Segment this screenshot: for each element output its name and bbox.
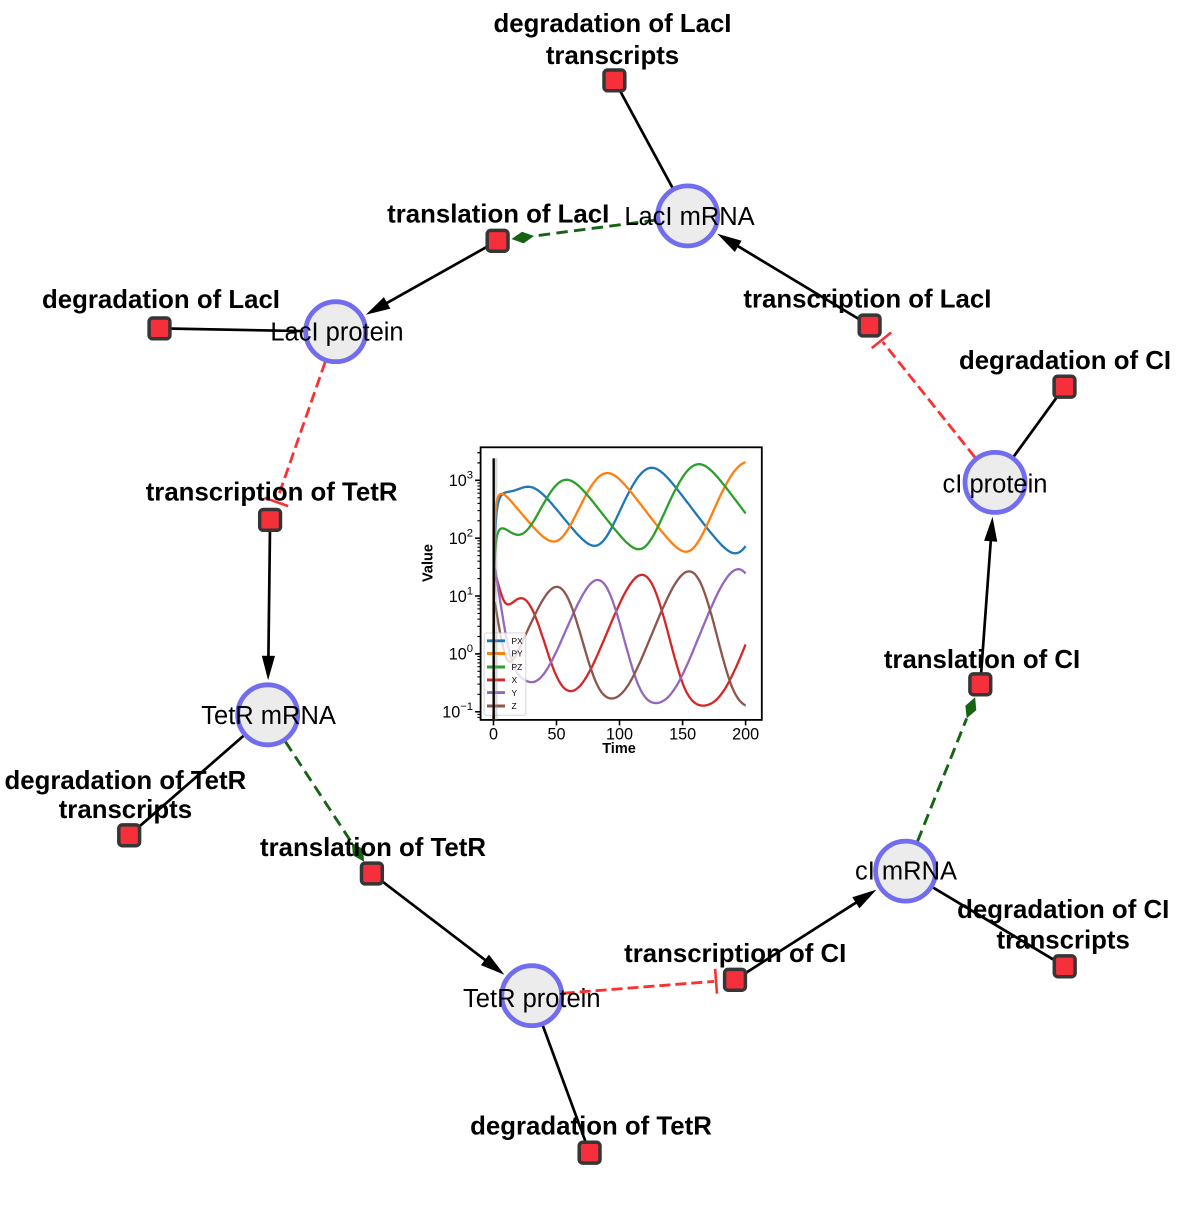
svg-text:cI protein: cI protein bbox=[943, 470, 1048, 498]
svg-text:degradation of TetR: degradation of TetR bbox=[5, 767, 247, 795]
svg-text:transcripts: transcripts bbox=[59, 796, 192, 824]
svg-text:150: 150 bbox=[669, 725, 696, 743]
svg-text:Value: Value bbox=[421, 544, 437, 582]
svg-text:degradation of LacI: degradation of LacI bbox=[494, 10, 732, 38]
svg-text:LacI mRNA: LacI mRNA bbox=[624, 203, 754, 231]
svg-text:Z: Z bbox=[512, 701, 517, 711]
svg-text:degradation of TetR: degradation of TetR bbox=[470, 1112, 712, 1140]
svg-text:cI mRNA: cI mRNA bbox=[855, 858, 957, 886]
svg-text:transcription of LacI: transcription of LacI bbox=[743, 286, 991, 314]
svg-text:X: X bbox=[512, 675, 518, 685]
svg-text:degradation of CI: degradation of CI bbox=[957, 896, 1169, 924]
svg-text:Time: Time bbox=[602, 741, 636, 757]
svg-text:TetR protein: TetR protein bbox=[463, 985, 601, 1013]
svg-text:LacI protein: LacI protein bbox=[270, 319, 403, 347]
svg-text:transcription of TetR: transcription of TetR bbox=[146, 479, 398, 507]
svg-text:translation of LacI: translation of LacI bbox=[387, 201, 609, 229]
svg-text:degradation of LacI: degradation of LacI bbox=[42, 286, 280, 314]
svg-text:transcription of CI: transcription of CI bbox=[624, 940, 846, 968]
svg-text:transcripts: transcripts bbox=[546, 42, 679, 70]
svg-text:translation of CI: translation of CI bbox=[884, 646, 1080, 674]
svg-text:PX: PX bbox=[512, 636, 524, 646]
svg-text:degradation of CI: degradation of CI bbox=[959, 347, 1171, 375]
svg-text:PZ: PZ bbox=[512, 662, 523, 672]
svg-text:PY: PY bbox=[512, 649, 524, 659]
svg-text:transcripts: transcripts bbox=[997, 927, 1130, 955]
svg-text:translation of TetR: translation of TetR bbox=[260, 834, 486, 862]
svg-text:TetR mRNA: TetR mRNA bbox=[201, 702, 336, 730]
svg-text:50: 50 bbox=[547, 725, 565, 743]
svg-text:0: 0 bbox=[489, 725, 498, 743]
svg-text:Y: Y bbox=[512, 688, 518, 698]
svg-text:200: 200 bbox=[732, 725, 759, 743]
svg-text:100: 100 bbox=[606, 725, 633, 743]
